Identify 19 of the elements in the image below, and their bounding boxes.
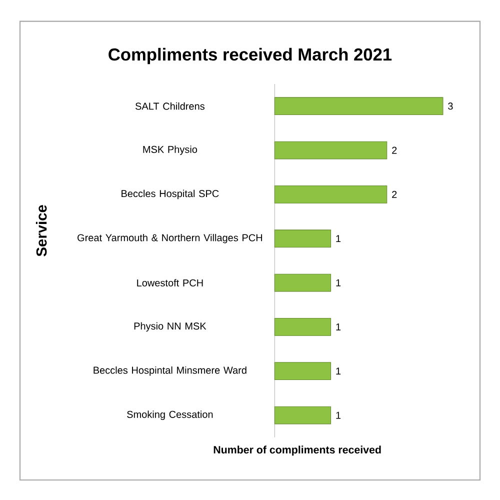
data-label: 1 xyxy=(336,323,341,330)
data-label: 1 xyxy=(336,279,341,286)
y-tick-label: Great Yarmouth & Northern Villages PCH xyxy=(78,234,262,244)
y-tick-label: SALT Childrens xyxy=(135,102,205,110)
y-tick-label: MSK Physio xyxy=(143,146,198,155)
data-label: 2 xyxy=(392,146,397,154)
data-label: 2 xyxy=(392,190,397,198)
data-label: 1 xyxy=(336,368,341,375)
y-tick-label: Beccles Hospital SPC xyxy=(122,190,219,200)
data-label: 1 xyxy=(336,412,341,419)
chart-title: Compliments received March 2021 xyxy=(108,48,392,64)
y-tick-label: Physio NN MSK xyxy=(134,322,206,332)
y-tick-label: Beccles Hospintal Minsmere Ward xyxy=(94,366,246,376)
data-label: 1 xyxy=(336,235,341,242)
y-tick-label: Smoking Cessation xyxy=(127,410,213,420)
y-axis-title: Service xyxy=(36,205,47,256)
data-label: 3 xyxy=(448,102,453,110)
y-tick-label: Lowestoft PCH xyxy=(137,279,203,286)
x-axis-title: Number of compliments received xyxy=(214,446,381,456)
